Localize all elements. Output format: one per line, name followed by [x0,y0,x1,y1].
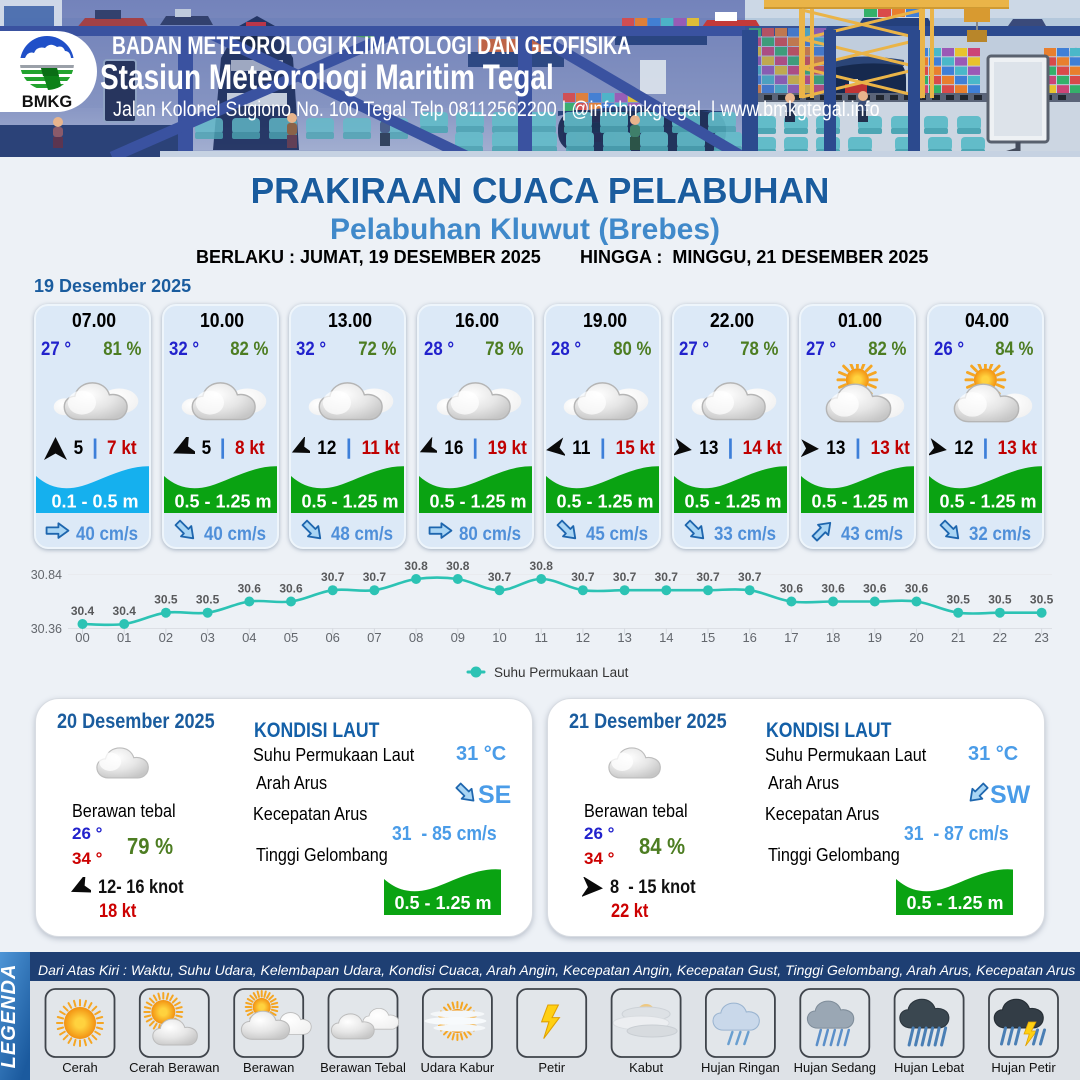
svg-text:09: 09 [451,630,465,645]
svg-text:30.84: 30.84 [31,568,62,582]
svg-text:30.7: 30.7 [696,570,720,584]
svg-text:20: 20 [909,630,923,645]
svg-text:30.6: 30.6 [780,582,804,596]
svg-text:0.5 - 1.25 m: 0.5 - 1.25 m [812,492,909,512]
svg-text:30.8: 30.8 [446,559,470,573]
svg-text:30.5: 30.5 [154,593,178,607]
svg-text:Hujan Sedang: Hujan Sedang [794,1060,876,1075]
svg-text:10: 10 [492,630,506,645]
svg-text:30.4: 30.4 [113,604,137,618]
svg-text:19: 19 [868,630,882,645]
svg-text:Hujan Lebat: Hujan Lebat [894,1060,964,1075]
svg-text:02: 02 [159,630,173,645]
svg-text:12: 12 [576,630,590,645]
svg-text:08: 08 [409,630,423,645]
svg-text:03: 03 [200,630,214,645]
svg-text:00: 00 [75,630,89,645]
svg-text:15: 15 [701,630,715,645]
svg-text:LEGENDA: LEGENDA [0,964,20,1069]
svg-text:30.6: 30.6 [821,582,845,596]
svg-text:30.6: 30.6 [238,582,262,596]
svg-text:30.5: 30.5 [947,593,971,607]
svg-text:30.8: 30.8 [530,559,554,573]
svg-text:30.5: 30.5 [1030,593,1054,607]
svg-text:BMKG: BMKG [22,93,72,109]
svg-text:0.5 - 1.25 m: 0.5 - 1.25 m [394,893,491,913]
svg-text:30.6: 30.6 [905,582,929,596]
svg-text:30.7: 30.7 [613,570,637,584]
svg-text:30.5: 30.5 [988,593,1012,607]
svg-text:Dari Atas Kiri : Waktu, Suhu U: Dari Atas Kiri : Waktu, Suhu Udara, Kele… [38,962,1075,978]
svg-text:30.7: 30.7 [655,570,679,584]
svg-text:Udara Kabur: Udara Kabur [421,1060,495,1075]
svg-text:Petir: Petir [538,1060,565,1075]
svg-text:Cerah Berawan: Cerah Berawan [129,1060,219,1075]
svg-text:05: 05 [284,630,298,645]
svg-text:30.8: 30.8 [404,559,428,573]
svg-text:13: 13 [617,630,631,645]
svg-text:30.6: 30.6 [863,582,887,596]
svg-text:30.4: 30.4 [71,604,95,618]
svg-text:30.7: 30.7 [321,570,345,584]
svg-text:0.5 - 1.25 m: 0.5 - 1.25 m [684,492,781,512]
svg-text:30.7: 30.7 [571,570,595,584]
svg-text:30.7: 30.7 [488,570,512,584]
svg-text:14: 14 [659,630,673,645]
svg-text:Cerah: Cerah [62,1060,97,1075]
svg-text:0.5 - 1.25 m: 0.5 - 1.25 m [906,893,1003,913]
svg-text:Hujan Ringan: Hujan Ringan [701,1060,780,1075]
svg-text:30.7: 30.7 [738,570,762,584]
svg-text:0.5 - 1.25 m: 0.5 - 1.25 m [939,492,1036,512]
svg-text:18: 18 [826,630,840,645]
svg-text:04: 04 [242,630,256,645]
svg-text:16: 16 [742,630,756,645]
svg-text:01: 01 [117,630,131,645]
svg-text:Suhu Permukaan Laut: Suhu Permukaan Laut [494,665,629,680]
svg-text:21: 21 [951,630,965,645]
svg-text:30.36: 30.36 [31,622,62,636]
svg-text:Berawan: Berawan [243,1060,294,1075]
svg-text:0.5 - 1.25 m: 0.5 - 1.25 m [302,492,399,512]
svg-text:Hujan Petir: Hujan Petir [991,1060,1056,1075]
svg-text:0.5 - 1.25 m: 0.5 - 1.25 m [429,492,526,512]
svg-text:17: 17 [784,630,798,645]
svg-text:0.5 - 1.25 m: 0.5 - 1.25 m [174,492,271,512]
svg-text:07: 07 [367,630,381,645]
svg-text:0.5 - 1.25 m: 0.5 - 1.25 m [557,492,654,512]
svg-text:30.7: 30.7 [363,570,387,584]
svg-text:Kabut: Kabut [629,1060,663,1075]
svg-text:22: 22 [993,630,1007,645]
svg-text:Berawan Tebal: Berawan Tebal [320,1060,406,1075]
svg-text:23: 23 [1034,630,1048,645]
svg-text:30.6: 30.6 [279,582,303,596]
svg-text:11: 11 [534,630,548,645]
svg-text:06: 06 [325,630,339,645]
svg-text:0.1 - 0.5 m: 0.1 - 0.5 m [51,492,138,512]
svg-text:30.5: 30.5 [196,593,220,607]
